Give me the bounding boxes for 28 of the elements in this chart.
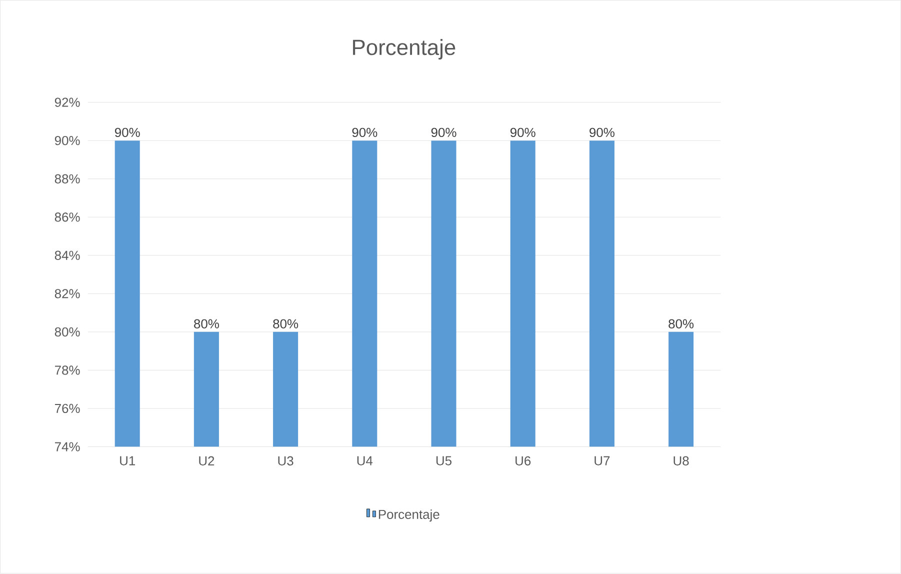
y-tick-label: 86%	[54, 212, 80, 222]
legend-label: Porcentaje	[378, 510, 440, 522]
y-tick-label: 82%	[54, 289, 80, 298]
x-tick-label: U8	[674, 456, 689, 466]
x-tick-label: U4	[357, 456, 373, 466]
data-label: 80%	[273, 319, 298, 329]
x-tick-label: U7	[594, 456, 610, 466]
x-tick-label: U1	[120, 456, 136, 466]
y-tick-label: 88%	[54, 174, 80, 184]
y-tick-label: 74%	[55, 442, 80, 452]
chart-title: Porcentaje	[353, 39, 456, 60]
y-tick-label: 76%	[55, 404, 80, 414]
x-tick-label: U2	[199, 456, 214, 466]
data-label: 80%	[668, 319, 694, 329]
data-label: 90%	[114, 128, 140, 138]
y-tick-label: 84%	[54, 251, 80, 260]
data-label: 90%	[510, 128, 536, 138]
data-label: 90%	[352, 128, 378, 138]
data-label: 90%	[590, 128, 614, 138]
x-tick-label: U3	[278, 456, 294, 466]
y-tick-label: 90%	[54, 136, 80, 146]
data-label: 80%	[194, 319, 219, 329]
data-label: 90%	[431, 128, 456, 138]
x-tick-label: U5	[436, 456, 452, 466]
y-tick-label: 92%	[54, 98, 80, 108]
y-tick-label: 80%	[54, 328, 80, 337]
y-tick-label: 78%	[55, 366, 80, 375]
x-tick-label: U6	[516, 456, 531, 466]
